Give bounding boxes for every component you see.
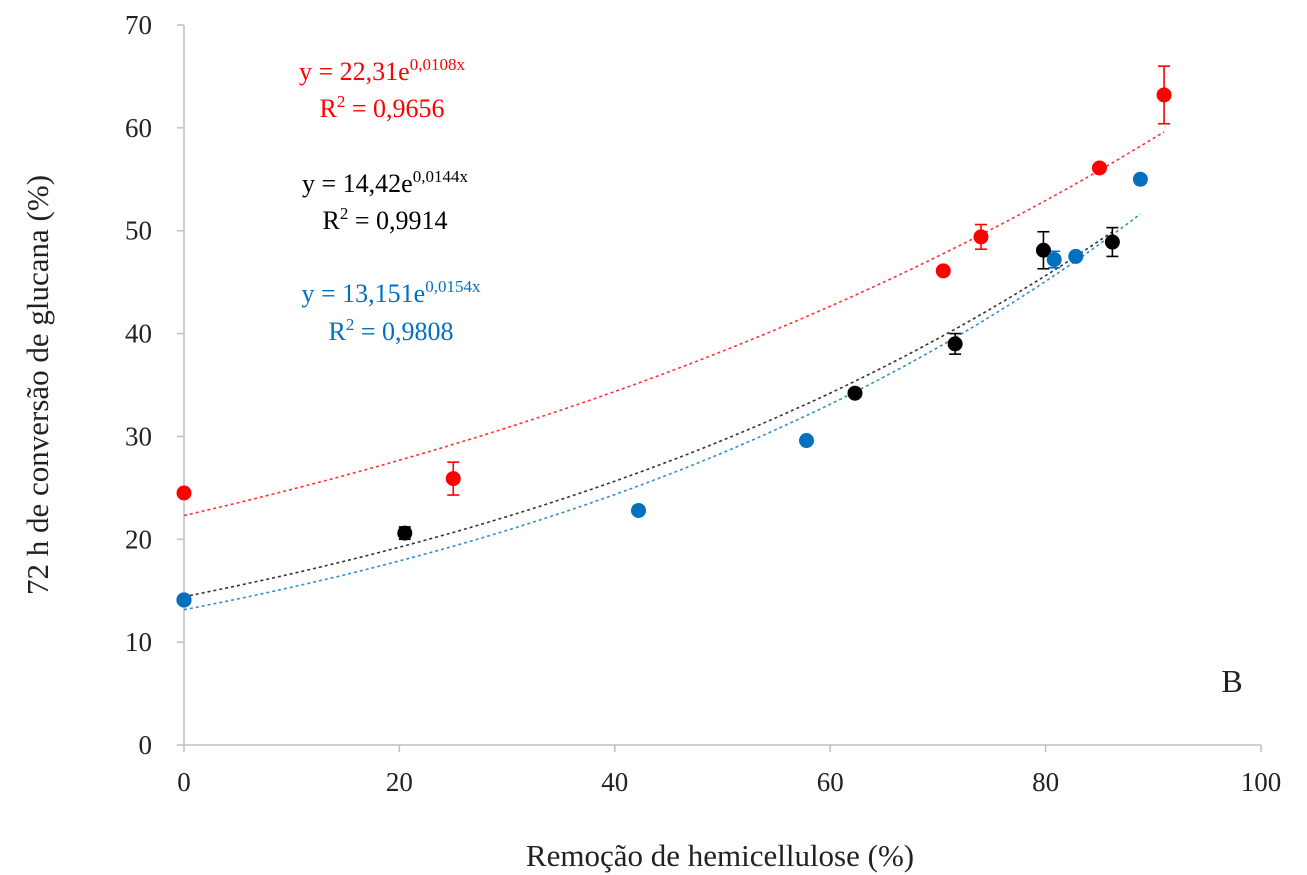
x-tick-label: 80: [1032, 767, 1059, 797]
equation-red-formula: y = 22,31e0,0108x: [299, 55, 465, 86]
point-series-2-4: [1068, 248, 1084, 264]
point-series-2-0: [176, 592, 192, 608]
x-tick-label: 40: [601, 767, 628, 797]
x-tick-label: 0: [177, 767, 191, 797]
x-tick-label: 100: [1241, 767, 1282, 797]
point-series-2-2: [799, 433, 815, 449]
point-series-0-2: [935, 263, 951, 279]
point-series-2-5: [1132, 171, 1148, 187]
y-tick-label: 40: [125, 319, 152, 349]
x-axis-title: Remoção de hemicellulose (%): [526, 838, 914, 873]
point-series-0-0: [176, 485, 192, 501]
equation-red: y = 22,31e0,0108x R2 = 0,9656: [299, 55, 465, 123]
y-axis-title: 72 h de conversão de glucana (%): [20, 175, 55, 595]
equation-black-r2: R2 = 0,9914: [322, 204, 447, 235]
panel-label: B: [1221, 663, 1242, 699]
trendline-series-1: [183, 231, 1113, 598]
point-series-2-1: [630, 502, 646, 518]
y-tick-label: 70: [125, 10, 152, 40]
point-series-0-4: [1091, 160, 1107, 176]
trendlines: [183, 131, 1165, 611]
y-tick-label: 10: [125, 627, 152, 657]
x-tick-label: 60: [817, 767, 844, 797]
y-tick-label: 30: [125, 421, 152, 451]
point-series-0-5: [1156, 87, 1172, 103]
axes: [177, 24, 1262, 752]
data-points: [176, 87, 1172, 608]
point-series-2-3: [1046, 252, 1062, 268]
y-tick-label: 0: [139, 730, 153, 760]
equation-black-formula: y = 14,42e0,0144x: [302, 167, 468, 198]
point-series-1-3: [947, 336, 963, 352]
equation-blue: y = 13,151e0,0154x R2 = 0,9808: [302, 277, 481, 346]
equation-blue-r2: R2 = 0,9808: [328, 315, 453, 346]
point-series-1-4: [1035, 242, 1051, 258]
y-tick-label: 60: [125, 113, 152, 143]
trendline-series-0: [183, 131, 1165, 517]
equation-black: y = 14,42e0,0144x R2 = 0,9914: [302, 167, 468, 235]
point-series-1-1: [397, 525, 413, 541]
equation-blue-formula: y = 13,151e0,0154x: [302, 277, 481, 308]
point-series-1-5: [1104, 234, 1120, 250]
error-bars: [398, 65, 1171, 541]
equation-red-r2: R2 = 0,9656: [319, 92, 444, 123]
trendline-series-2: [183, 213, 1141, 611]
y-tick-label: 50: [125, 216, 152, 246]
point-series-1-2: [847, 385, 863, 401]
x-tick-label: 20: [386, 767, 413, 797]
point-series-0-3: [973, 229, 989, 245]
y-tick-label: 20: [125, 524, 152, 554]
tick-labels: 0 10 20 30 40 50 60 70 0 20 40 60 80 100: [125, 10, 1281, 797]
point-series-0-1: [445, 471, 461, 487]
